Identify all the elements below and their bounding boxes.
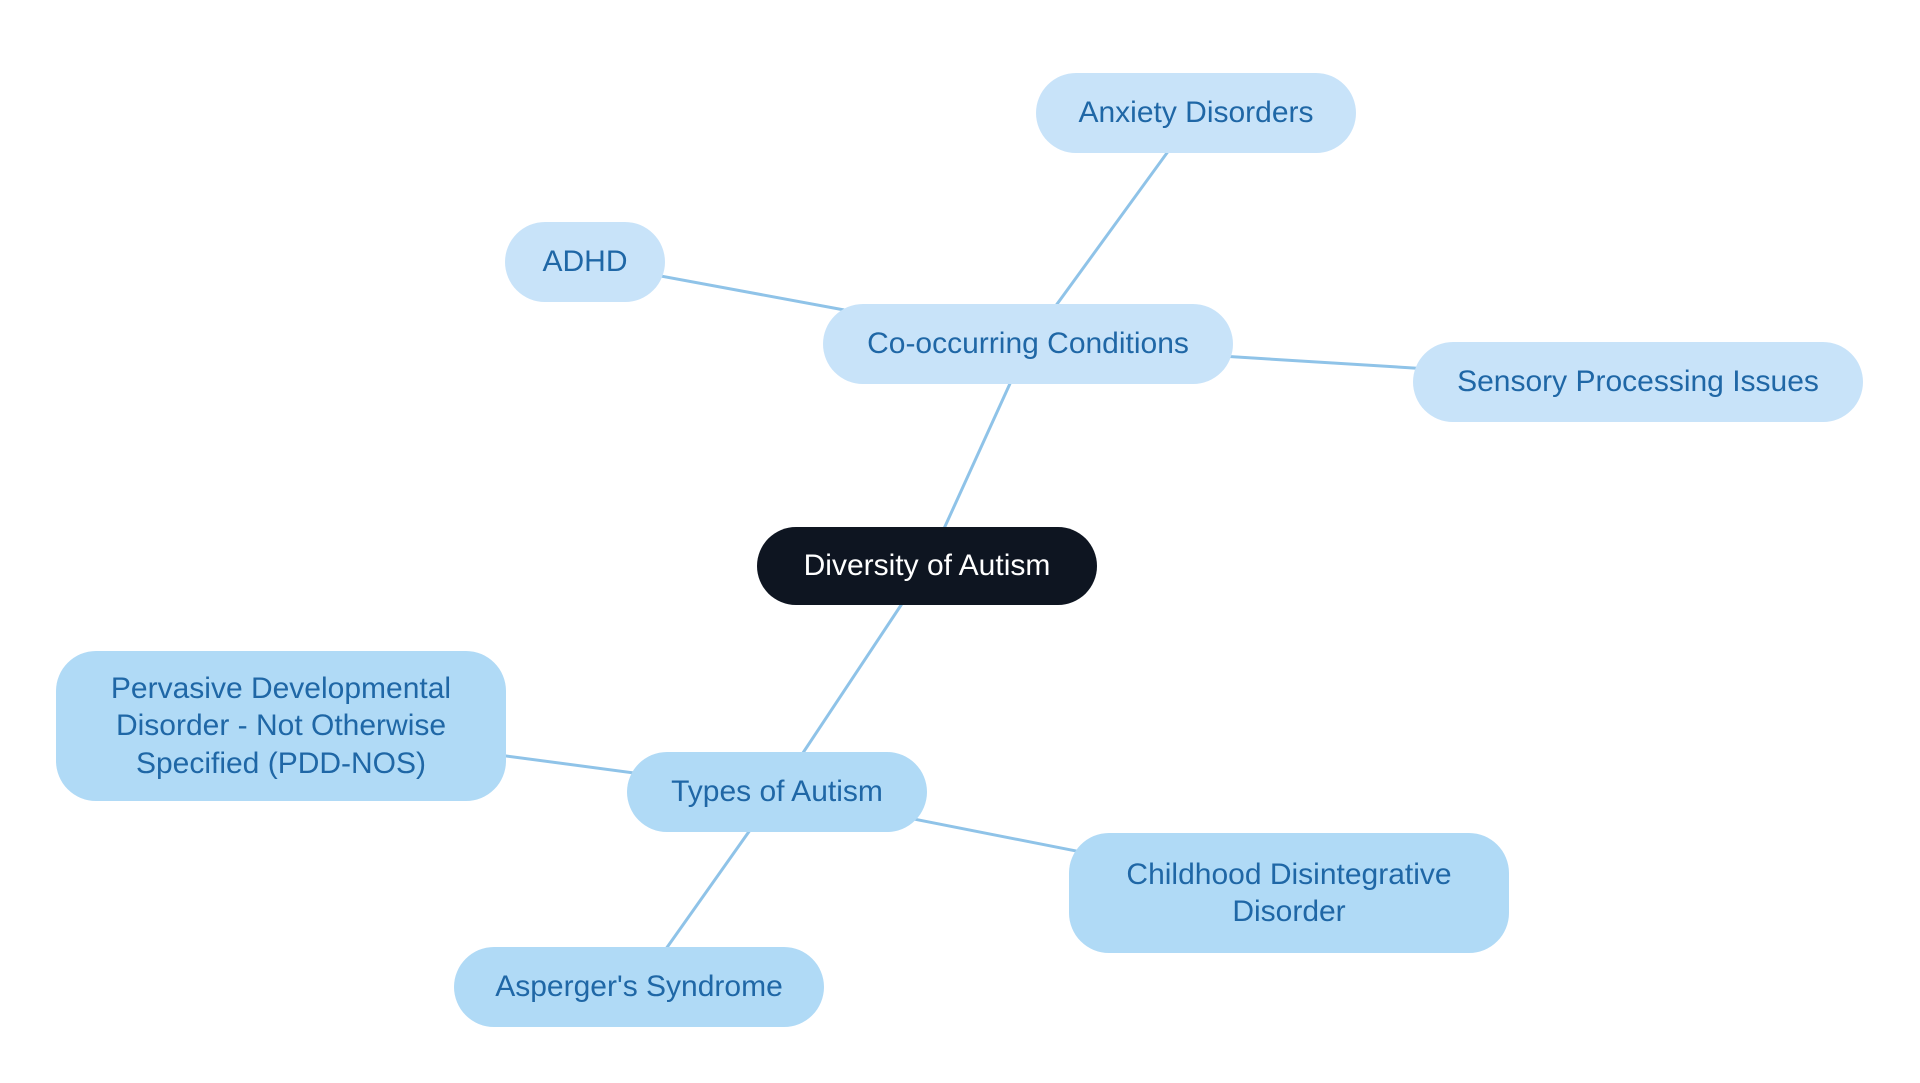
node-root: Diversity of Autism [757, 527, 1097, 605]
node-pdd-nos: Pervasive Developmental Disorder - Not O… [56, 651, 506, 801]
node-aspergers: Asperger's Syndrome [454, 947, 824, 1027]
node-sensory: Sensory Processing Issues [1413, 342, 1863, 422]
node-label: Anxiety Disorders [1078, 94, 1313, 132]
node-adhd: ADHD [505, 222, 665, 302]
node-label: Types of Autism [671, 773, 883, 811]
node-label: Childhood Disintegrative Disorder [1105, 856, 1473, 931]
node-cdd: Childhood Disintegrative Disorder [1069, 833, 1509, 953]
mindmap-canvas: Diversity of Autism Co-occurring Conditio… [0, 0, 1920, 1083]
node-label: ADHD [542, 243, 627, 281]
node-types: Types of Autism [627, 752, 927, 832]
node-label: Diversity of Autism [804, 547, 1051, 585]
node-co-occurring: Co-occurring Conditions [823, 304, 1233, 384]
node-anxiety: Anxiety Disorders [1036, 73, 1356, 153]
node-label: Pervasive Developmental Disorder - Not O… [92, 670, 470, 783]
node-label: Asperger's Syndrome [495, 968, 783, 1006]
node-label: Co-occurring Conditions [867, 325, 1189, 363]
node-label: Sensory Processing Issues [1457, 363, 1819, 401]
